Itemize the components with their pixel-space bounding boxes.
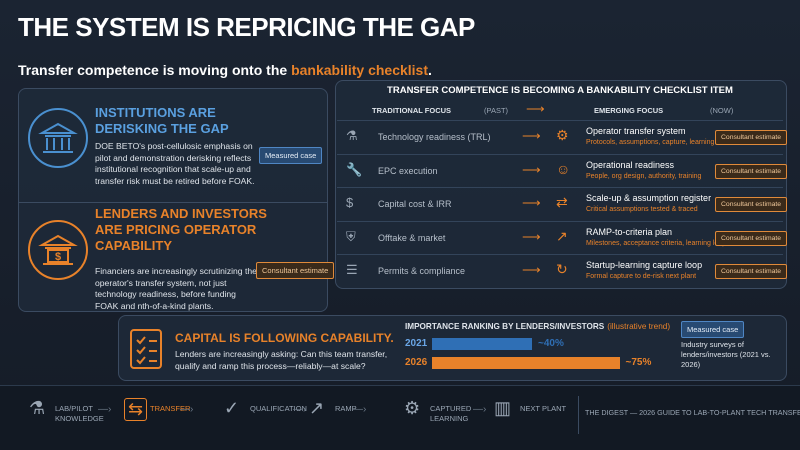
step-label: LAB/PILOT KNOWLEDGE xyxy=(55,404,104,423)
subtitle: Transfer competence is moving onto the b… xyxy=(18,62,432,78)
step-icon: ⚙ xyxy=(404,398,421,418)
row-icon: ☺ xyxy=(556,160,571,177)
traditional-item: EPC execution xyxy=(378,165,438,176)
badge: Consultant estimate xyxy=(256,262,335,279)
emerging-detail: Formal capture to de-risk next plant xyxy=(586,273,697,280)
category-label: 2026 xyxy=(405,357,428,368)
source-note: Industry surveys of lenders/investors (2… xyxy=(681,340,771,369)
table-title: TRANSFER COMPETENCE IS BECOMING A BANKAB… xyxy=(387,85,733,96)
arrow: ⟶ xyxy=(522,128,541,143)
badge: Consultant estimate xyxy=(715,130,788,145)
row-icon: ⚗ xyxy=(346,128,358,143)
emerging-detail: Protocols, assumptions, capture, learnin… xyxy=(586,139,715,146)
footer xyxy=(0,385,800,450)
footer-divider xyxy=(578,396,579,434)
header: EMERGING FOCUS xyxy=(594,106,664,115)
step-arrow: —› xyxy=(180,404,194,415)
capital-body: Lenders are increasingly asking: Can thi… xyxy=(175,349,388,371)
badge: Consultant estimate xyxy=(715,197,788,212)
step-icon: ✓ xyxy=(224,398,240,418)
checklist-icon xyxy=(130,329,162,369)
step-label: RAMP xyxy=(335,404,357,413)
step-icon: ▥ xyxy=(494,398,512,418)
capital-panel xyxy=(118,315,787,381)
row-icon: $ xyxy=(346,195,354,210)
bar xyxy=(432,357,620,369)
capital-title: CAPITAL IS FOLLOWING CAPABILITY. xyxy=(175,331,394,345)
left-panel: $ xyxy=(18,88,328,312)
arrow: ⟶ xyxy=(522,262,541,277)
traditional-item: Technology readiness (TRL) xyxy=(378,132,491,142)
row-divider xyxy=(337,153,783,155)
emerging-item: Operator transfer system xyxy=(586,126,686,136)
step-arrow: —› xyxy=(98,404,112,415)
header: TRADITIONAL FOCUS xyxy=(372,106,452,115)
emerging-item: RAMP-to-criteria plan xyxy=(586,226,673,237)
arrow: ⟶ xyxy=(522,195,541,210)
row-icon: ⚙ xyxy=(556,127,569,143)
row-icon: ↻ xyxy=(556,261,568,277)
step-arrow: —› xyxy=(293,404,307,415)
row-icon: ⛨ xyxy=(346,228,356,244)
subtitle-text: Transfer competence is moving onto the xyxy=(18,62,292,78)
subtitle-highlight: bankability checklist xyxy=(291,62,429,78)
badge: Measured case xyxy=(259,147,323,164)
section-body: Financiers are increasingly scrutinizing… xyxy=(95,266,257,311)
emerging-detail: Critical assumptions tested & traced xyxy=(586,206,698,213)
badge: Consultant estimate xyxy=(715,230,788,246)
value-label: ~75% xyxy=(625,357,652,368)
step-label: TRANSFER xyxy=(150,404,191,413)
traditional-item: Permits & compliance xyxy=(378,266,466,276)
badge: Measured case xyxy=(681,321,745,338)
step-label: NEXT PLANT xyxy=(520,404,567,413)
bank-icon xyxy=(28,108,88,168)
value-label: ~40% xyxy=(538,338,564,349)
chart-title: IMPORTANCE RANKING BY LENDERS/INVESTORS(… xyxy=(405,322,670,331)
svg-text:$: $ xyxy=(55,251,61,263)
step-icon: ↗ xyxy=(309,398,325,418)
step-label: QUALIFICATION xyxy=(250,404,307,413)
row-icon: ↗ xyxy=(556,227,568,244)
chart-subtitle: (illustrative trend) xyxy=(607,322,671,331)
chart-title-text: IMPORTANCE RANKING BY LENDERS/INVESTORS xyxy=(405,322,605,331)
section-title: INSTITUTIONS ARE DERISKING THE GAP xyxy=(95,105,229,136)
step-arrow: —› xyxy=(473,404,487,415)
title: THE SYSTEM IS REPRICING THE GAP xyxy=(18,12,475,42)
step-icon: ⇆ xyxy=(124,398,148,421)
row-divider xyxy=(337,254,783,255)
emerging-detail: People, org design, authority, training xyxy=(586,172,702,180)
row-icon: ⇄ xyxy=(556,194,568,210)
row-divider xyxy=(337,220,783,222)
category-label: 2021 xyxy=(405,338,428,349)
arrow: ⟶ xyxy=(526,101,545,116)
arrow: ⟶ xyxy=(522,228,541,244)
section-body: DOE BETO's post-cellulosic emphasis on p… xyxy=(95,141,255,186)
section-title: LENDERS AND INVESTORS ARE PRICING OPERAT… xyxy=(95,206,267,253)
traditional-item: Offtake & market xyxy=(378,232,446,243)
header: (NOW) xyxy=(710,106,734,115)
emerging-item: Scale-up & assumption register xyxy=(586,193,712,203)
badge: Consultant estimate xyxy=(715,163,788,179)
badge: Consultant estimate xyxy=(715,264,788,279)
emerging-item: Startup-learning capture loop xyxy=(586,260,703,270)
arrow: ⟶ xyxy=(522,161,541,177)
traditional-item: Capital cost & IRR xyxy=(378,199,452,209)
step-arrow: —› xyxy=(353,404,367,415)
finance-icon: $ xyxy=(28,220,88,280)
row-divider xyxy=(337,187,783,188)
step-icon: ⚗ xyxy=(29,398,46,418)
row-divider xyxy=(337,120,783,121)
bar xyxy=(432,338,532,350)
row-icon: ☰ xyxy=(346,262,358,277)
emerging-item: Operational readiness xyxy=(586,159,675,170)
step-label: CAPTURED LEARNING xyxy=(430,404,472,423)
header: (PAST) xyxy=(484,106,509,115)
subtitle-end: . xyxy=(428,62,432,78)
row-icon: 🔧 xyxy=(346,161,363,177)
credit: THE DIGEST — 2026 GUIDE TO LAB-TO-PLANT … xyxy=(585,408,800,417)
emerging-detail: Milestones, acceptance criteria, learnin… xyxy=(586,239,727,247)
